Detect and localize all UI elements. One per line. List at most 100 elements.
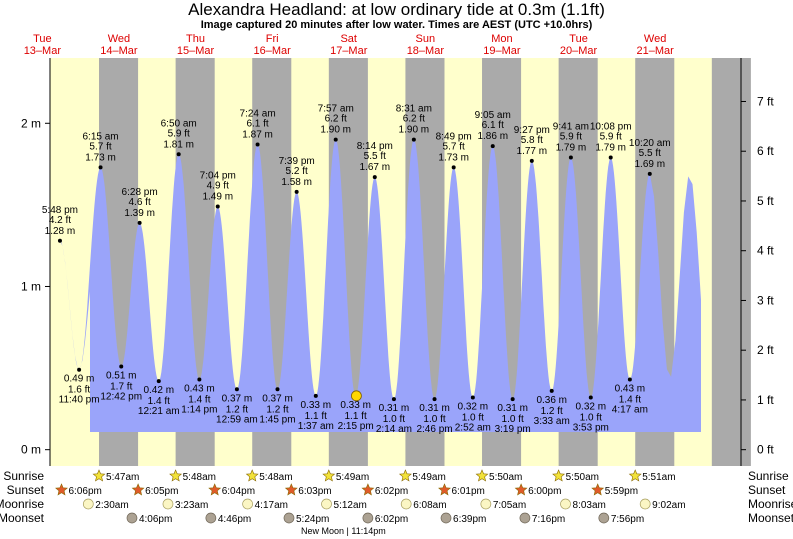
high-tide-point [137, 220, 142, 225]
sunrise-icon [398, 469, 412, 482]
tide-metres-label: 0.43 m [615, 384, 646, 395]
high-tide-point [568, 155, 573, 160]
moonset-row-label-right: Moonset [748, 511, 793, 525]
moonrise-icon [82, 498, 94, 510]
tide-time-label: 7:04 pm [200, 171, 236, 182]
moonrise-time: 8:03am [573, 500, 606, 511]
tide-time-label: 7:24 am [240, 108, 276, 119]
high-tide-point [490, 144, 495, 149]
moonset-time: 6:02pm [375, 514, 408, 525]
moonset-icon [283, 512, 295, 524]
y-tick-label-ft: 6 ft [757, 144, 774, 158]
sunrise-time: 5:47am [106, 472, 139, 483]
sunset-time: 6:05pm [145, 486, 178, 497]
low-tide-point [391, 397, 396, 402]
tide-metres-label: 0.43 m [184, 384, 215, 395]
night-band [711, 58, 751, 466]
high-tide-point [294, 189, 299, 194]
tide-feet-label: 1.4 ft [619, 395, 641, 406]
tide-time-label: 8:14 pm [357, 141, 393, 152]
tide-time-label: 2:52 am [455, 422, 491, 433]
low-tide-point [470, 395, 475, 400]
sunset-time: 5:59pm [605, 486, 638, 497]
tide-feet-label: 1.0 ft [423, 414, 445, 425]
moonset-time: 4:46pm [218, 514, 251, 525]
moonset-icon [126, 512, 138, 524]
y-tick-label-ft: 1 ft [757, 393, 774, 407]
moonrise-row-label-left: Moonrise [0, 497, 44, 511]
tide-feet-label: 1.2 ft [266, 404, 288, 415]
tide-time-label: 8:31 am [396, 104, 432, 115]
low-tide-point [275, 387, 280, 392]
tide-feet-label: 6.2 ft [325, 114, 347, 125]
moonrise-time: 2:30am [95, 500, 128, 511]
tide-time-label: 12:59 am [216, 414, 258, 425]
day-date-label: 20–Mar [560, 45, 598, 57]
tide-feet-label: 1.4 ft [188, 395, 210, 406]
chart-subtitle: Image captured 20 minutes after low wate… [200, 19, 593, 31]
tide-feet-label: 6.1 ft [246, 118, 268, 129]
sunset-time: 6:03pm [298, 486, 331, 497]
moonrise-row-label-right: Moonrise [748, 497, 793, 511]
sunset-row-label-right: Sunset [748, 483, 786, 497]
moonset-icon [440, 512, 452, 524]
tide-metres-label: 0.32 m [576, 401, 607, 412]
sunset-icon [514, 483, 528, 496]
low-tide-point [627, 377, 632, 382]
tide-metres-label: 0.31 m [419, 403, 450, 414]
y-tick-label-ft: 0 ft [757, 443, 774, 457]
tide-feet-label: 1.0 ft [502, 414, 524, 425]
sunrise-icon [169, 469, 183, 482]
tide-feet-label: 5.9 ft [560, 132, 582, 143]
day-date-label: 19–Mar [483, 45, 521, 57]
day-name-label: Wed [108, 33, 130, 45]
moonset-icon [519, 512, 531, 524]
high-tide-point [215, 204, 220, 209]
tide-water-area [60, 139, 701, 432]
moonrise-icon [321, 498, 332, 510]
tide-feet-label: 5.5 ft [364, 151, 386, 162]
day-name-label: Tue [569, 33, 588, 45]
tide-metres-label: 0.36 m [536, 395, 567, 406]
sunrise-time: 5:48am [183, 472, 216, 483]
day-name-label: Sat [340, 33, 357, 45]
moonrise-time: 5:12am [334, 500, 367, 511]
y-tick-label-ft: 4 ft [757, 244, 774, 258]
tide-time-label: 12:42 pm [100, 391, 142, 402]
moonset-time: 6:39pm [453, 514, 486, 525]
tide-metres-label: 1.69 m [634, 159, 665, 170]
tide-feet-label: 1.2 ft [226, 404, 248, 415]
low-tide-point [119, 364, 124, 369]
tide-feet-label: 6.2 ft [403, 114, 425, 125]
moonrise-icon [480, 498, 492, 510]
tide-feet-label: 1.4 ft [148, 396, 170, 407]
high-tide-point [529, 158, 534, 163]
sunset-icon [591, 483, 605, 496]
low-tide-point [197, 377, 202, 382]
moonset-icon [362, 512, 374, 524]
tide-feet-label: 5.9 ft [168, 128, 190, 139]
tide-metres-label: 1.58 m [281, 177, 312, 188]
tide-time-label: 4:17 am [612, 405, 648, 416]
tide-metres-label: 1.81 m [163, 139, 194, 150]
tide-time-label: 1:14 pm [181, 405, 217, 416]
day-name-label: Thu [186, 33, 205, 45]
tide-metres-label: 1.79 m [595, 143, 626, 154]
high-tide-point [451, 165, 456, 170]
day-date-label: 15–Mar [177, 45, 215, 57]
moonset-time: 5:24pm [296, 514, 329, 525]
high-tide-point [647, 171, 652, 176]
moonrise-icon [242, 498, 253, 510]
tide-metres-label: 1.90 m [399, 125, 430, 136]
sunrise-icon [92, 469, 106, 482]
high-tide-point [411, 137, 416, 142]
high-tide-point [372, 175, 377, 180]
tide-time-label: 6:15 am [82, 131, 118, 142]
sunrise-icon [475, 469, 489, 482]
tide-metres-label: 1.73 m [85, 152, 116, 163]
tide-metres-label: 0.31 m [379, 403, 410, 414]
tide-feet-label: 4.6 ft [128, 197, 150, 208]
sunrise-row-label-right: Sunrise [748, 469, 789, 483]
sunset-icon [208, 483, 222, 496]
new-moon-label: New Moon | 11:14pm [301, 526, 386, 536]
